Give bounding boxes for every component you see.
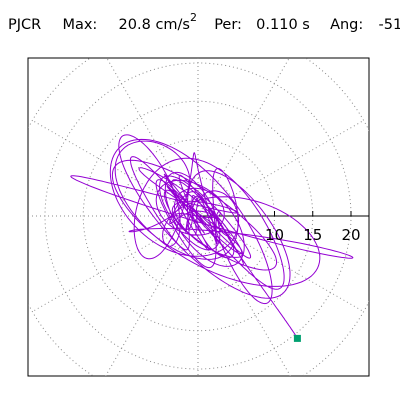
max-label: Max: xyxy=(62,16,98,33)
radial-tick-labels: 10 15 20 xyxy=(265,226,361,244)
particle-motion-path xyxy=(70,134,354,339)
radial-tick-label: 15 xyxy=(303,226,322,244)
station-code: PJCR xyxy=(8,16,42,33)
per-label: Per: xyxy=(214,16,242,33)
max-value: 20.8 cm/s xyxy=(118,16,190,33)
radial-tick-label: 10 xyxy=(265,226,284,244)
particle-trace xyxy=(70,134,354,339)
endpoint-marker xyxy=(293,334,301,342)
ang-value: -51.1 xyxy=(378,16,400,33)
radial-tick-label: 20 xyxy=(341,226,360,244)
axes xyxy=(198,211,369,217)
per-value: 0.110 s xyxy=(256,16,310,33)
chart-header: PJCR Max: 20.8 cm/s2 Per: 0.110 s Ang: -… xyxy=(8,11,400,39)
ang-label: Ang: xyxy=(330,16,364,33)
max-exponent: 2 xyxy=(189,11,197,24)
endpoint-marker-group xyxy=(293,334,301,342)
